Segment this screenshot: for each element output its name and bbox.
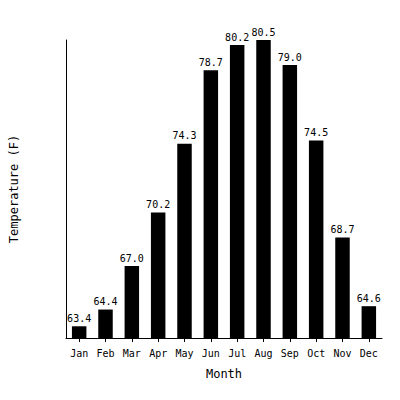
svg-text:Apr: Apr [149,348,167,359]
svg-text:Jan: Jan [70,348,88,359]
svg-text:Month: Month [206,367,242,381]
svg-text:Jun: Jun [202,348,220,359]
svg-text:79.0: 79.0 [278,52,302,63]
svg-text:64.6: 64.6 [357,293,381,304]
svg-text:80.5: 80.5 [251,27,275,38]
svg-text:80.2: 80.2 [225,32,249,43]
svg-text:Nov: Nov [333,348,351,359]
svg-text:Oct: Oct [307,348,325,359]
svg-text:67.0: 67.0 [120,253,144,264]
svg-text:Aug: Aug [254,348,272,359]
svg-text:Feb: Feb [96,348,114,359]
svg-text:Temperature (F): Temperature (F) [7,135,21,243]
svg-text:Dec: Dec [360,348,378,359]
svg-text:63.4: 63.4 [67,313,91,324]
svg-text:70.2: 70.2 [146,199,170,210]
svg-text:78.7: 78.7 [199,57,223,68]
svg-text:Sep: Sep [281,348,299,359]
svg-text:May: May [175,348,193,359]
svg-text:64.4: 64.4 [93,296,117,307]
svg-text:74.5: 74.5 [304,127,328,138]
svg-text:74.3: 74.3 [172,130,196,141]
svg-text:68.7: 68.7 [330,224,354,235]
svg-text:Jul: Jul [228,348,246,359]
svg-text:Mar: Mar [123,348,141,359]
